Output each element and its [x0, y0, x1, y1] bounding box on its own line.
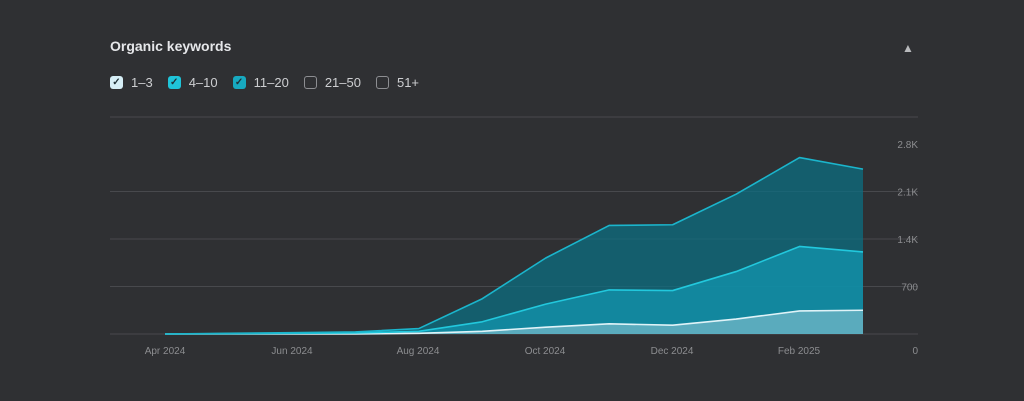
legend-item-1-3[interactable]: ✓ 1–3 — [110, 75, 153, 90]
x-axis-ticks: Apr 2024 Jun 2024 Aug 2024 Oct 2024 Dec 2024… — [145, 346, 821, 357]
chart-areas — [165, 157, 863, 334]
y-tick-label: 1.4K — [897, 235, 918, 246]
checkbox-icon[interactable]: ✓ — [375, 76, 389, 89]
area-series-1 — [165, 246, 863, 334]
checkbox-icon[interactable]: ✓ — [303, 76, 317, 89]
legend: ✓ 1–3 ✓ 4–10 ✓ 11–20 ✓ 21–50 ✓ 51+ — [110, 75, 419, 90]
chart-lines — [164, 156, 864, 335]
checkbox-icon[interactable]: ✓ — [232, 76, 246, 89]
widget-title: Organic keywords — [110, 38, 232, 54]
checkbox-icon[interactable]: ✓ — [110, 76, 123, 89]
legend-label: 4–10 — [188, 75, 218, 90]
legend-label: 11–20 — [253, 75, 289, 90]
y-axis-ticks: 0 700 1.4K 2.1K 2.8K — [897, 140, 918, 357]
y-tick-label: 0 — [912, 346, 918, 357]
legend-label: 1–3 — [131, 75, 153, 90]
y-tick-label: 700 — [901, 283, 918, 294]
legend-label: 51+ — [396, 75, 420, 90]
checkbox-icon[interactable]: ✓ — [167, 76, 181, 89]
legend-item-11-20[interactable]: ✓ 11–20 — [232, 75, 289, 90]
legend-item-4-10[interactable]: ✓ 4–10 — [167, 75, 218, 90]
x-tick-label: Oct 2024 — [525, 346, 566, 357]
line-series-2 — [164, 156, 864, 335]
x-tick-label: Feb 2025 — [778, 346, 821, 357]
chevron-up-icon[interactable]: ▲ — [902, 41, 914, 55]
legend-item-51-plus[interactable]: ✓ 51+ — [375, 75, 420, 90]
y-tick-label: 2.1K — [897, 188, 918, 199]
area-series-0 — [165, 310, 863, 334]
x-tick-label: Dec 2024 — [651, 346, 694, 357]
y-tick-label: 2.8K — [897, 140, 918, 151]
legend-label: 21–50 — [324, 75, 361, 90]
x-tick-label: Apr 2024 — [145, 346, 186, 357]
x-tick-label: Jun 2024 — [271, 346, 313, 357]
legend-item-21-50[interactable]: ✓ 21–50 — [303, 75, 361, 90]
x-tick-label: Aug 2024 — [397, 346, 440, 357]
